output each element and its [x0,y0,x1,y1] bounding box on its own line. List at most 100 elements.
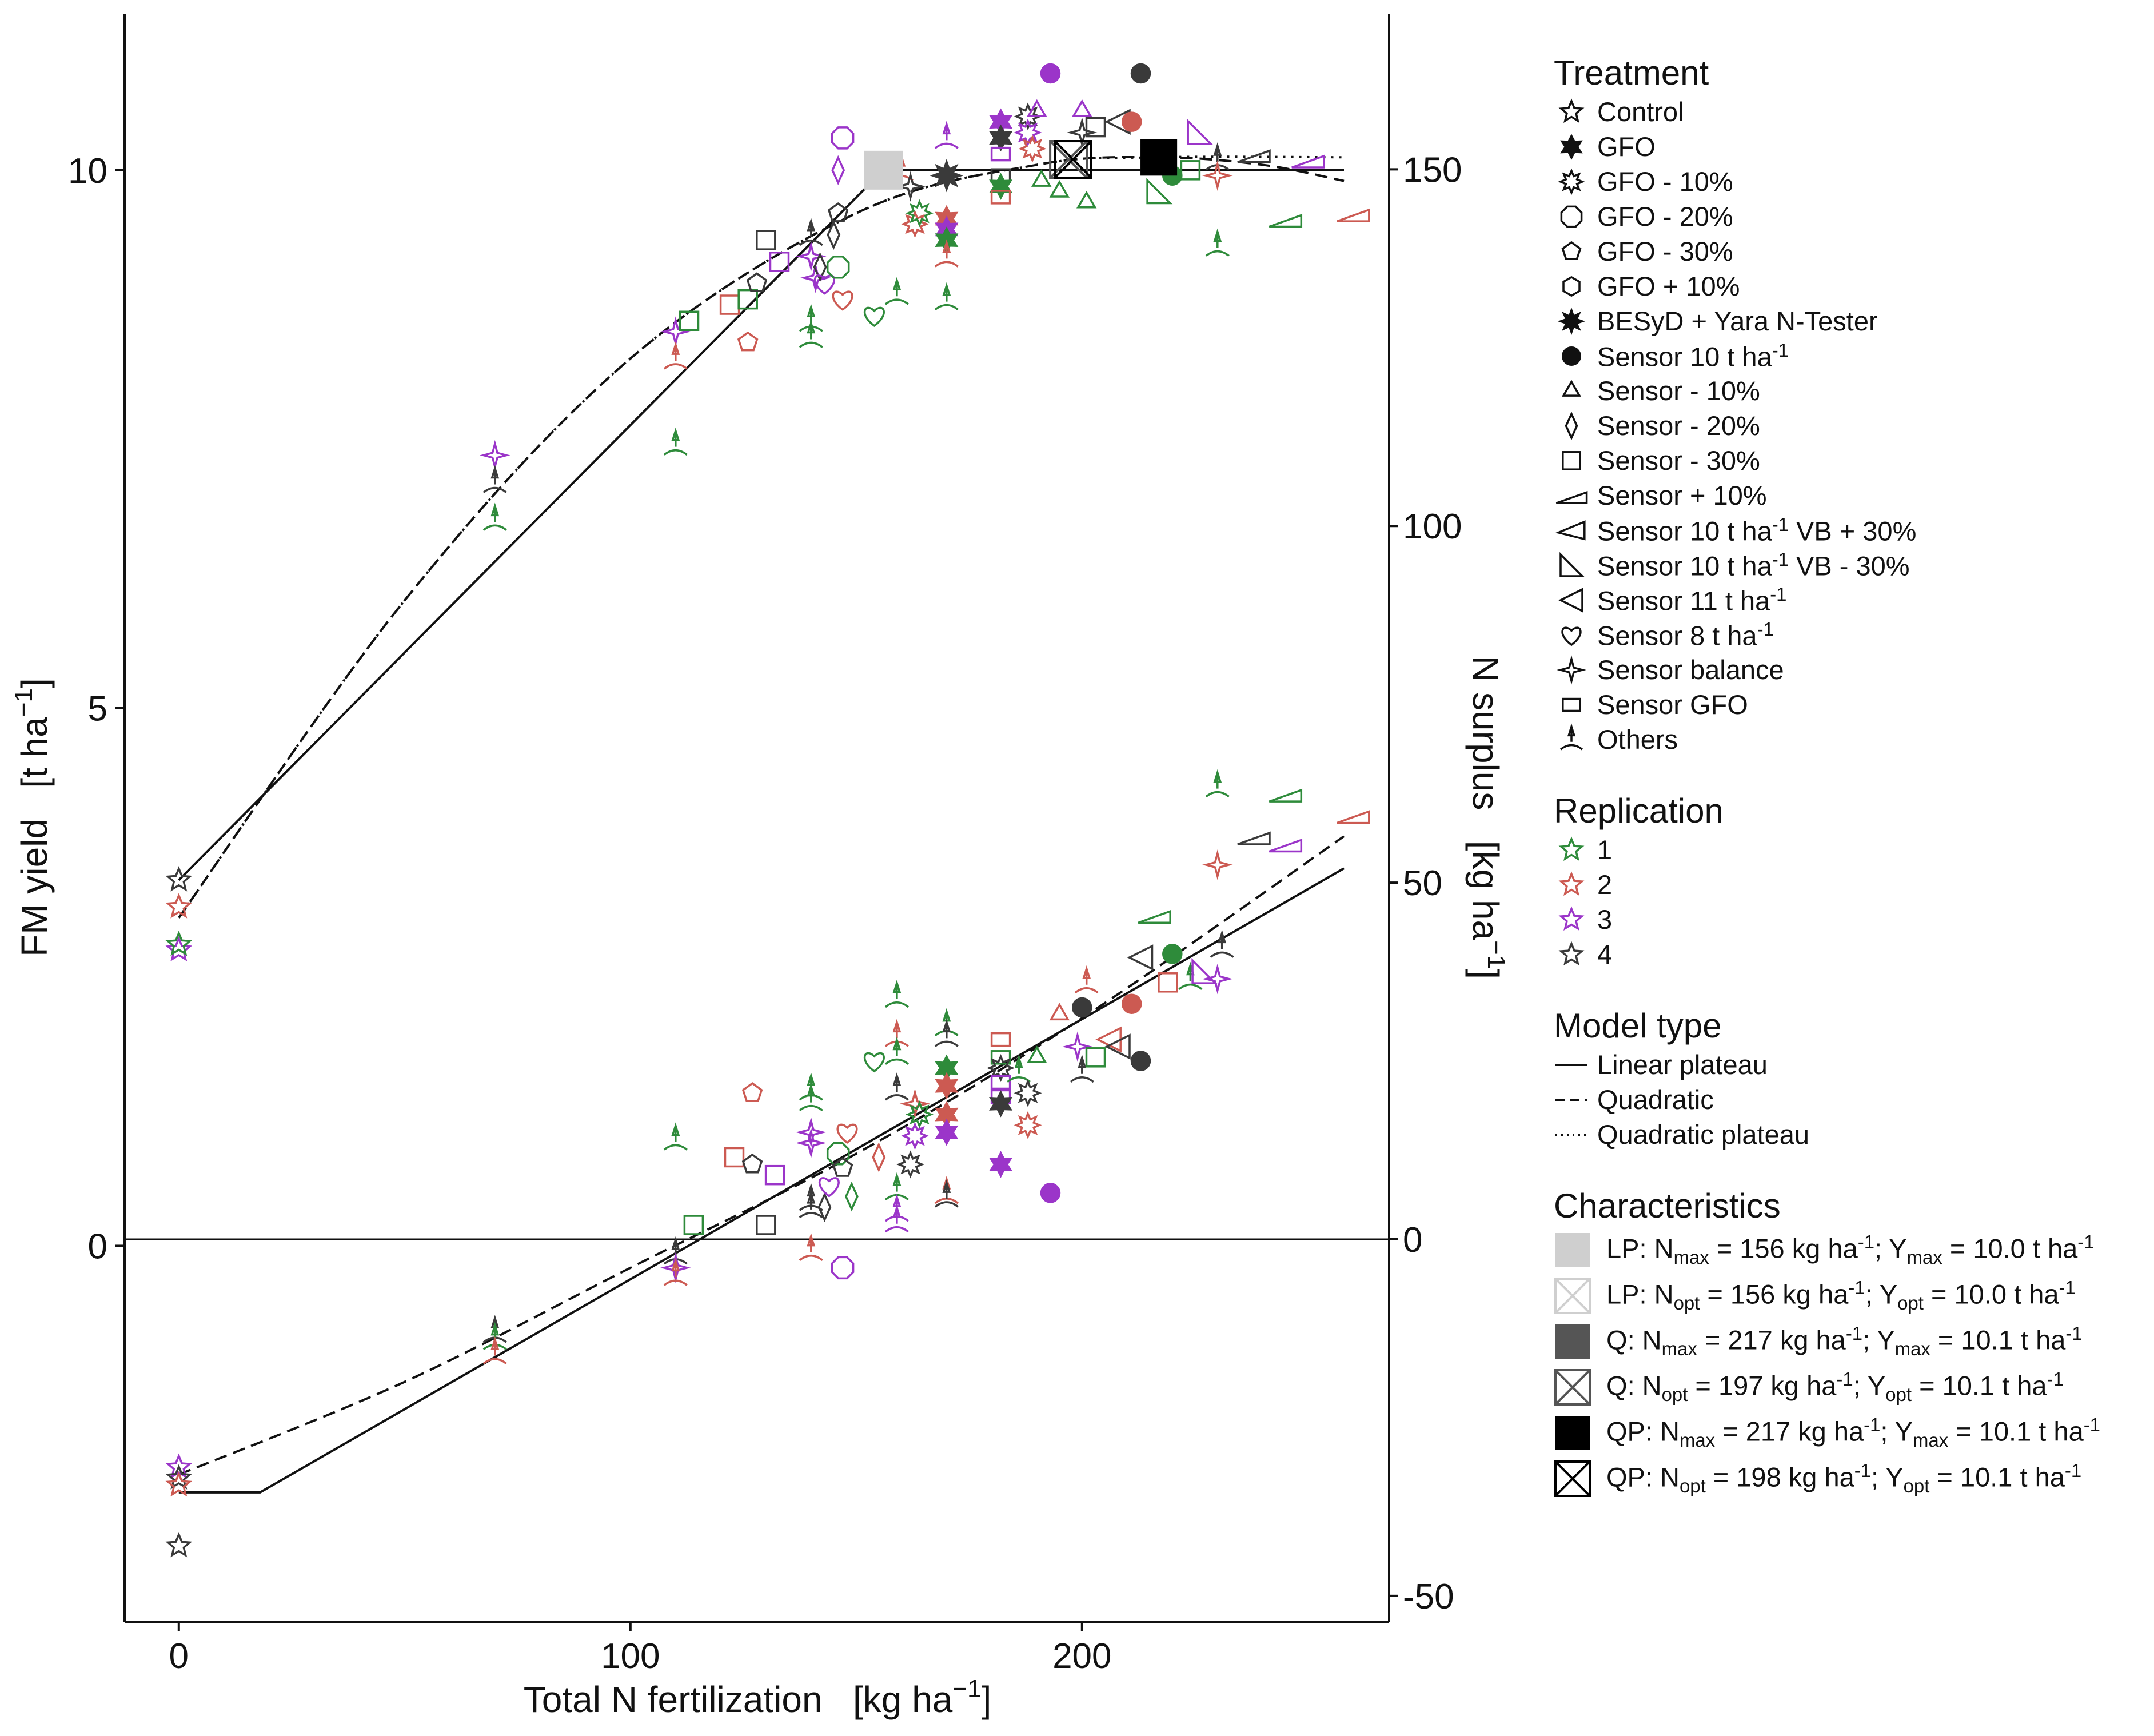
legend: Treatment Control GFO GFO - 10% GFO - 20% GF… [1554,54,2148,1537]
yield-point [1014,102,1042,131]
legend-treatment-text: Sensor - 10% [1597,376,1760,406]
surplus-point [1104,1033,1131,1060]
char-y-sup: -1 [2059,1277,2076,1299]
surplus-point [1014,1111,1042,1139]
char-n-sup: -1 [1854,1460,1872,1482]
yield-point [480,440,510,471]
chart-svg: 0 100 200 0 5 10 -50 0 50 100 150 Total N fertiliz… [10,14,1510,1720]
legend-characteristic-key [1554,1460,1591,1498]
surplus-point [1162,944,1183,964]
legend-treatment-item: Sensor 8 t ha-1 [1554,617,2148,652]
legend-replication-item: 2 [1554,867,2148,902]
legend-treatment-item: Sensor + 10% [1554,478,2148,513]
surplus-point [756,1215,776,1235]
legend-treatment-key [1554,513,1589,548]
y-tick-label: 0 [88,1227,107,1266]
tripod-icon [1559,723,1583,751]
surplus-point [663,1122,688,1151]
char-n-value: 198 [1736,1462,1781,1493]
octagon-open-icon-shape [1560,205,1583,228]
surplus-point [741,1082,763,1102]
surplus-quadratic-line [178,835,1345,1476]
legend-treatment-key [1554,94,1589,129]
char-sep: : N [1627,1371,1662,1402]
surplus-point [1178,961,1203,990]
legend-treatment-sup: -1 [1772,339,1789,361]
legend-treatment-sup: -1 [1772,513,1789,535]
char-model: Q [1606,1371,1628,1402]
char-sep: : N [1627,1325,1662,1356]
char-key-cross-b [1554,1278,1591,1314]
char-n-sub: opt [1661,1384,1688,1406]
surplus-point [1202,849,1233,880]
yield-point [1076,190,1097,209]
yield-point [746,272,768,292]
yield-point [884,277,909,305]
legend-treatment-text: Control [1597,97,1684,127]
axes-frame [123,14,1390,1623]
surplus-linear-plateau-line [178,867,1345,1494]
y2-axis-label: N surplus [kg ha−1] [1465,656,1510,979]
legend-treatment-key [1554,652,1589,687]
char-model: LP [1606,1279,1640,1310]
legend-treatment-label: Sensor - 10% [1597,375,1760,406]
surplus-point [1127,944,1154,971]
line-style-icon [1555,1098,1587,1101]
x-tick-label: 100 [601,1637,660,1676]
char-n-sub: max [1679,1430,1716,1451]
char-sep2: ; Y [1871,1462,1904,1493]
legend-treatment-label: GFO [1597,131,1656,162]
crossed-square-icon [1554,1460,1591,1497]
legend-model-title: Model type [1554,1007,1722,1045]
y2-tick-label: 150 [1403,150,1462,190]
char-eq: = [1688,1371,1718,1402]
legend-treatment-item: BESyD + Yara N-Tester [1554,304,2148,338]
legend-treatment-label: Sensor GFO [1597,689,1748,720]
legend-treatment-sup: -1 [1757,618,1774,640]
yield-point [1049,179,1070,198]
char-marker-crossed-square [864,150,903,190]
yield-point [769,252,790,272]
rect-open-icon [1562,697,1581,712]
legend-treatment-label: GFO - 10% [1597,166,1733,197]
yield-quadratic-line [178,156,1345,919]
yield-point [1180,160,1201,181]
legend-treatment-text: GFO + 10% [1597,271,1740,301]
char-marker-frame [864,150,903,190]
legend-treatment-item: Sensor - 20% [1554,408,2148,443]
char-model: QP [1606,1416,1645,1447]
surplus-point [1191,957,1218,984]
legend-treatment-label: Sensor 10 t ha-1 VB - 30% [1597,549,1910,582]
legend-treatment-key [1554,234,1589,269]
yield-point [1291,154,1325,169]
legend-characteristic-label: Q: Nopt = 197 kg ha-1; Yopt = 10.1 t ha-… [1606,1368,2064,1406]
surplus-point [934,1179,959,1208]
char-y-value: 10.0 [1954,1279,2007,1310]
yield-point [863,306,885,328]
triangle-open-icon-shape [1561,379,1582,397]
heart-open-icon-shape [1561,626,1582,646]
surplus-point [165,1464,193,1490]
yield-point [1040,63,1061,84]
legend-model: Model type Linear plateau Quadratic Quadra… [1554,1007,2148,1152]
char-sep2: ; Y [1853,1371,1886,1402]
legend-replication-label: 4 [1597,939,1613,969]
legend-treatment-label: GFO - 30% [1597,236,1733,267]
legend-treatment-label: Sensor 11 t ha-1 [1597,584,1786,617]
surplus-point [1337,810,1370,824]
char-n-sub: opt [1673,1292,1700,1314]
yield-point [1337,208,1370,222]
char-sep: : N [1639,1279,1674,1310]
legend-treatment-item: Sensor 10 t ha-1 [1554,338,2148,373]
circle-filled-icon [1562,346,1581,366]
star4-open-icon [1557,655,1586,685]
legend-replication-key [1554,902,1589,937]
legend-treatment-text: Sensor - 30% [1597,445,1760,476]
legend-treatment-sup: -1 [1772,548,1789,570]
legend-characteristic-item: Q: Nmax = 217 kg ha-1; Ymax = 10.1 t ha-… [1554,1319,2148,1364]
char-y-unit: t ha [2013,1325,2066,1356]
char-eq: = [1709,1234,1740,1264]
legend-treatment-key [1554,164,1589,199]
char-y-value: 10.1 [1961,1325,2013,1356]
char-n-sup: -1 [1845,1323,1863,1344]
